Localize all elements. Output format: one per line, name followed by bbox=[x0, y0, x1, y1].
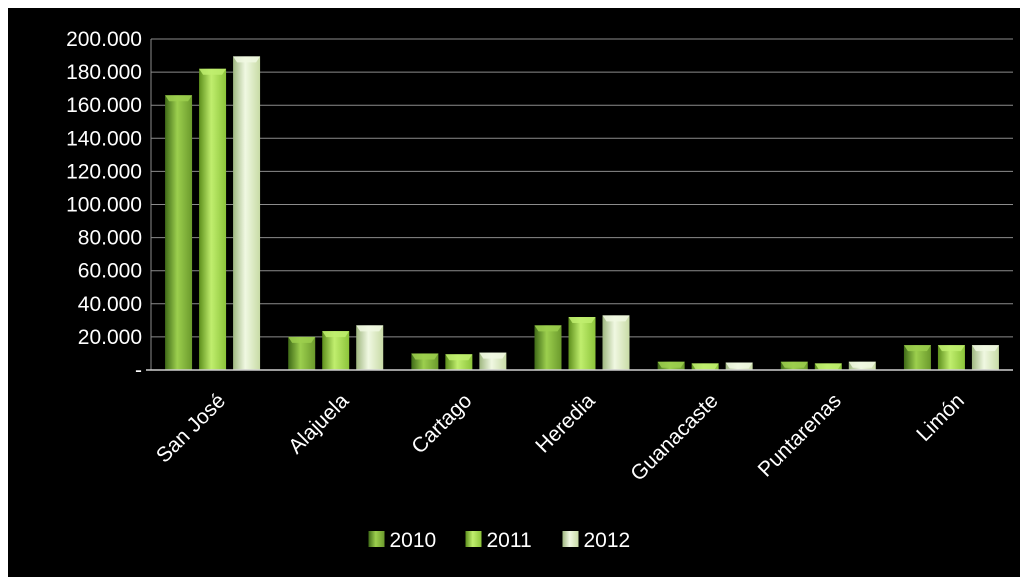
bar-2010-5 bbox=[780, 361, 808, 370]
bar-bevel bbox=[445, 354, 473, 361]
bar-2012-2 bbox=[479, 352, 507, 370]
bar-2012-1 bbox=[356, 325, 384, 370]
bar-bevel bbox=[356, 325, 384, 332]
bar-bevel bbox=[288, 336, 316, 343]
y-tick-label: 60.000 bbox=[78, 260, 142, 283]
bar-body bbox=[322, 331, 350, 370]
category-label: Guanacaste bbox=[626, 389, 722, 485]
bar-body bbox=[199, 68, 227, 370]
y-tick-label: 100.000 bbox=[66, 194, 142, 217]
bar-bevel bbox=[691, 363, 719, 370]
legend-label: 2011 bbox=[487, 529, 532, 552]
bar-2010-4 bbox=[657, 361, 685, 370]
bar-body bbox=[356, 325, 384, 370]
category-label: Heredia bbox=[531, 389, 599, 457]
category-label: Cartago bbox=[407, 389, 476, 458]
legend-item-2012: 2012 bbox=[562, 529, 631, 552]
bar-bevel bbox=[657, 361, 685, 368]
bar-2012-5 bbox=[848, 361, 876, 370]
category-label: Puntarenas bbox=[754, 389, 846, 481]
y-tick-label: 180.000 bbox=[66, 61, 142, 84]
legend-item-2011: 2011 bbox=[465, 529, 532, 552]
bar-body bbox=[233, 56, 261, 370]
y-tick-label: 160.000 bbox=[66, 94, 142, 117]
bars bbox=[165, 56, 999, 371]
bar-2012-6 bbox=[971, 345, 999, 370]
gridlines bbox=[151, 38, 1013, 338]
bar-bevel bbox=[602, 315, 630, 322]
y-tick-label: 80.000 bbox=[78, 227, 142, 250]
bar-body bbox=[602, 315, 630, 370]
bar-2011-6 bbox=[937, 345, 965, 370]
bar-bevel bbox=[903, 345, 931, 352]
bar-bevel bbox=[233, 56, 261, 63]
chart-area: - 20.000 40.000 60.000 80.000 100.000 120.000 1… bbox=[8, 8, 1020, 577]
bar-2011-5 bbox=[814, 363, 842, 370]
bar-bevel bbox=[568, 317, 596, 324]
bar-2011-3 bbox=[568, 317, 596, 370]
legend-item-2010: 2010 bbox=[368, 529, 437, 552]
bar-2011-4 bbox=[691, 363, 719, 370]
y-tick-label: 140.000 bbox=[66, 127, 142, 150]
y-tick-label: 20.000 bbox=[78, 326, 142, 349]
legend-swatch bbox=[562, 531, 579, 547]
bar-2012-4 bbox=[725, 362, 753, 370]
bar-2012-0 bbox=[233, 56, 261, 370]
category-label: Alajuela bbox=[284, 389, 353, 458]
legend-swatch bbox=[368, 531, 385, 547]
bar-chart: - 20.000 40.000 60.000 80.000 100.000 120.000 1… bbox=[66, 28, 1013, 552]
bar-2010-6 bbox=[903, 345, 931, 370]
y-tick-label: 200.000 bbox=[66, 28, 142, 51]
bar-2011-1 bbox=[322, 331, 350, 370]
legend-label: 2010 bbox=[390, 529, 437, 552]
bar-bevel bbox=[322, 331, 350, 338]
bar-body bbox=[534, 325, 562, 370]
y-axis-ticks: - 20.000 40.000 60.000 80.000 100.000 120.000 1… bbox=[66, 28, 142, 382]
bar-bevel bbox=[165, 95, 193, 102]
x-axis bbox=[146, 39, 1013, 371]
bar-bevel bbox=[780, 361, 808, 368]
bar-2010-0 bbox=[165, 95, 193, 371]
bar-2010-3 bbox=[534, 325, 562, 370]
bar-bevel bbox=[411, 353, 439, 360]
y-tick-label: 40.000 bbox=[78, 293, 142, 316]
legend-swatch bbox=[465, 531, 482, 547]
category-label: Limón bbox=[912, 389, 969, 446]
bar-bevel bbox=[814, 363, 842, 370]
bar-2011-0 bbox=[199, 68, 227, 370]
bar-bevel bbox=[725, 362, 753, 369]
bar-body bbox=[165, 95, 193, 371]
bar-body bbox=[568, 317, 596, 370]
bar-bevel bbox=[199, 68, 227, 75]
bar-2011-2 bbox=[445, 354, 473, 370]
bar-2010-2 bbox=[411, 353, 439, 370]
bar-bevel bbox=[937, 345, 965, 352]
legend: 2010 2011 2012 bbox=[368, 529, 631, 552]
y-tick-label: 120.000 bbox=[66, 160, 142, 183]
bar-bevel bbox=[971, 345, 999, 352]
bar-bevel bbox=[479, 352, 507, 359]
bar-2012-3 bbox=[602, 315, 630, 370]
category-label: San José bbox=[152, 389, 230, 467]
legend-label: 2012 bbox=[584, 529, 631, 552]
y-tick-label: - bbox=[135, 359, 142, 382]
bar-bevel bbox=[534, 325, 562, 332]
x-axis-categories: San José Alajuela Cartago Heredia Guanacaste… bbox=[152, 389, 969, 486]
bar-bevel bbox=[848, 361, 876, 368]
bar-2010-1 bbox=[288, 336, 316, 370]
